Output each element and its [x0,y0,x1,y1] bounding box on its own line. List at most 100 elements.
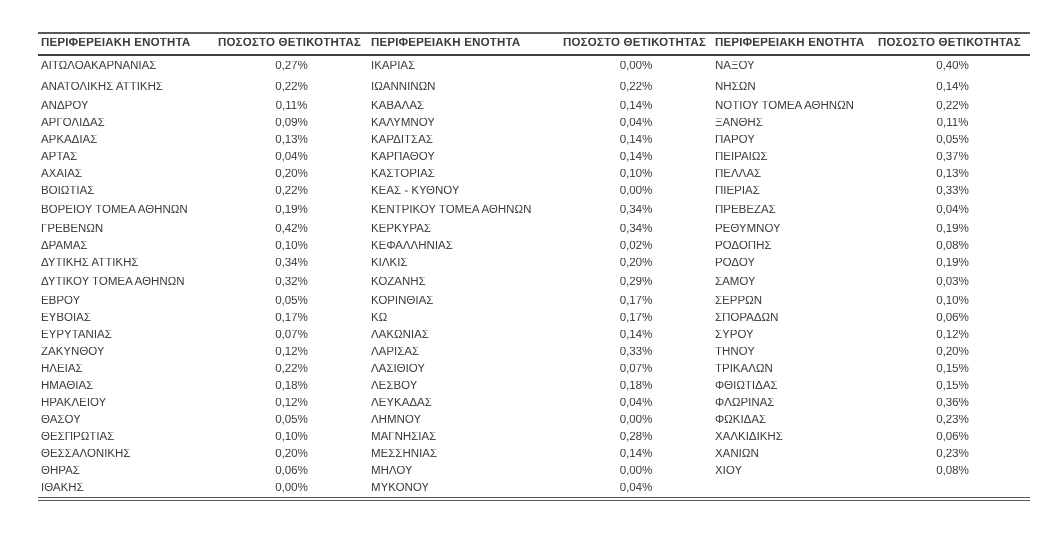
header-positivity-2: ΠΟΣΟΣΤΟ ΘΕΤΙΚΟΤΗΤΑΣ [563,38,707,50]
table-body: ΑΙΤΩΛΟΑΚΑΡΝΑΝΙΑΣ 0,27% ΙΚΑΡΙΑΣ 0,00% ΝΑΞΟΥ 0,… [38,56,1030,497]
region-name-cell: ΛΗΜΝΟΥ [371,414,422,426]
table-row: ΘΑΣΟΥ 0,05% ΛΗΜΝΟΥ 0,00% ΦΩΚΙΔΑΣ 0,23% [38,412,1030,429]
region-name-cell: ΞΑΝΘΗΣ [715,117,763,129]
region-name-cell: ΑΡΚΑΔΙΑΣ [41,134,98,146]
positivity-value-cell: 0,15% [936,380,969,392]
table-row: ΑΡΓΟΛΙΔΑΣ 0,09% ΚΑΛΥΜΝΟΥ 0,04% ΞΑΝΘΗΣ 0,11% [38,115,1030,132]
region-name-cell: ΦΩΚΙΔΑΣ [715,414,767,426]
positivity-value-cell: 0,07% [619,363,653,375]
region-name-cell: ΚΑΒΑΛΑΣ [371,100,425,112]
table-row: ΑΡΤΑΣ 0,04% ΚΑΡΠΑΘΟΥ 0,14% ΠΕΙΡΑΙΩΣ 0,37% [38,149,1030,166]
region-name-cell: ΣΥΡΟΥ [715,329,754,341]
table-row: ΕΒΡΟΥ 0,05% ΚΟΡΙΝΘΙΑΣ 0,17% ΣΕΡΡΩΝ 0,10% [38,293,1030,310]
region-name-cell: ΤΡΙΚΑΛΩΝ [715,363,773,375]
region-name-cell: ΜΑΓΝΗΣΙΑΣ [371,431,437,443]
positivity-value-cell: 0,00% [619,60,653,72]
region-name-cell: ΕΥΡΥΤΑΝΙΑΣ [41,329,112,341]
header-region-3: ΠΕΡΙΦΕΡΕΙΑΚΗ ΕΝΟΤΗΤΑ [715,38,865,50]
region-name-cell: ΝΑΞΟΥ [715,60,755,72]
positivity-value-cell: 0,29% [619,276,653,288]
region-name-cell: ΦΘΙΩΤΙΔΑΣ [715,380,778,392]
positivity-value-cell: 0,04% [275,151,308,163]
region-name-cell: ΗΜΑΘΙΑΣ [41,380,94,392]
region-name-cell: ΡΕΘΥΜΝΟΥ [715,223,781,235]
positivity-value-cell: 0,27% [275,60,308,72]
region-name-cell: ΠΑΡΟΥ [715,134,755,146]
region-name-cell: ΚΕΡΚΥΡΑΣ [371,223,431,235]
table-row: ΒΟΡΕΙΟΥ ΤΟΜΕΑ ΑΘΗΝΩΝ 0,19% ΚΕΝΤΡΙΚΟΥ ΤΟΜΕΑ… [38,200,1030,221]
region-name-cell: ΒΟΙΩΤΙΑΣ [41,185,95,197]
table-row: ΔΥΤΙΚΟΥ ΤΟΜΕΑ ΑΘΗΝΩΝ 0,32% ΚΟΖΑΝΗΣ 0,29% ΣΑΜ… [38,272,1030,293]
positivity-value-cell: 0,06% [936,431,969,443]
region-name-cell: ΚΟΖΑΝΗΣ [371,276,426,288]
positivity-value-cell: 0,03% [936,276,969,288]
positivity-value-cell: 0,00% [619,465,653,477]
region-name-cell: ΚΕΦΑΛΛΗΝΙΑΣ [371,240,453,252]
header-region-1: ΠΕΡΙΦΕΡΕΙΑΚΗ ΕΝΟΤΗΤΑ [41,38,191,50]
region-name-cell: ΜΗΛΟΥ [371,465,413,477]
positivity-value-cell: 0,19% [936,223,969,235]
table-row: ΑΝΑΤΟΛΙΚΗΣ ΑΤΤΙΚΗΣ 0,22% ΙΩΑΝΝΙΝΩΝ 0,22% ΝΗΣ… [38,77,1030,98]
region-name-cell: ΕΒΡΟΥ [41,295,81,307]
positivity-value-cell: 0,14% [619,100,653,112]
region-name-cell: ΡΟΔΟΠΗΣ [715,240,772,252]
region-name-cell: ΘΗΡΑΣ [41,465,80,477]
region-name-cell: ΛΑΣΙΘΙΟΥ [371,363,426,375]
positivity-value-cell: 0,12% [275,397,308,409]
table-row: ΗΡΑΚΛΕΙΟΥ 0,12% ΛΕΥΚΑΔΑΣ 0,04% ΦΛΩΡΙΝΑΣ 0,36% [38,395,1030,412]
region-name-cell: ΔΥΤΙΚΗΣ ΑΤΤΙΚΗΣ [41,257,139,269]
positivity-value-cell: 0,00% [619,185,653,197]
positivity-value-cell: 0,14% [619,134,653,146]
positivity-value-cell: 0,20% [936,346,969,358]
region-name-cell: ΛΑΚΩΝΙΑΣ [371,329,429,341]
positivity-value-cell: 0,14% [619,329,653,341]
table-row: ΕΥΡΥΤΑΝΙΑΣ 0,07% ΛΑΚΩΝΙΑΣ 0,14% ΣΥΡΟΥ 0,12% [38,327,1030,344]
region-name-cell: ΓΡΕΒΕΝΩΝ [41,223,104,235]
positivity-value-cell: 0,04% [619,117,653,129]
region-name-cell: ΘΑΣΟΥ [41,414,81,426]
positivity-value-cell: 0,23% [936,414,969,426]
region-name-cell: ΚΟΡΙΝΘΙΑΣ [371,295,434,307]
positivity-value-cell: 0,13% [275,134,308,146]
region-name-cell: ΚΑΛΥΜΝΟΥ [371,117,435,129]
region-name-cell: ΣΑΜΟΥ [715,276,756,288]
table-row: ΓΡΕΒΕΝΩΝ 0,42% ΚΕΡΚΥΡΑΣ 0,34% ΡΕΘΥΜΝΟΥ 0,19% [38,221,1030,238]
positivity-value-cell: 0,09% [275,117,308,129]
table-row: ΔΡΑΜΑΣ 0,10% ΚΕΦΑΛΛΗΝΙΑΣ 0,02% ΡΟΔΟΠΗΣ 0,08% [38,238,1030,255]
region-name-cell: ΙΩΑΝΝΙΝΩΝ [371,81,436,93]
positivity-value-cell: 0,22% [936,100,969,112]
region-name-cell: ΧΑΛΚΙΔΙΚΗΣ [715,431,783,443]
region-name-cell: ΒΟΡΕΙΟΥ ΤΟΜΕΑ ΑΘΗΝΩΝ [41,204,188,216]
region-name-cell: ΜΕΣΣΗΝΙΑΣ [371,448,438,460]
positivity-value-cell: 0,22% [275,81,308,93]
region-name-cell: ΑΡΤΑΣ [41,151,78,163]
positivity-value-cell: 0,04% [619,397,653,409]
table-bottom-border [38,497,1030,501]
table-row: ΑΝΔΡΟΥ 0,11% ΚΑΒΑΛΑΣ 0,14% ΝΟΤΙΟΥ ΤΟΜΕΑ ΑΘΗΝ… [38,98,1030,115]
region-name-cell: ΔΡΑΜΑΣ [41,240,88,252]
region-name-cell: ΠΕΙΡΑΙΩΣ [715,151,768,163]
region-name-cell: ΝΟΤΙΟΥ ΤΟΜΕΑ ΑΘΗΝΩΝ [715,100,854,112]
region-name-cell: ΑΝΔΡΟΥ [41,100,89,112]
region-name-cell: ΗΡΑΚΛΕΙΟΥ [41,397,107,409]
region-name-cell: ΛΕΥΚΑΔΑΣ [371,397,432,409]
table-row: ΒΟΙΩΤΙΑΣ 0,22% ΚΕΑΣ - ΚΥΘΝΟΥ 0,00% ΠΙΕΡΙΑΣ 0,… [38,183,1030,200]
region-name-cell: ΚΩ [371,312,388,324]
table-row: ΘΗΡΑΣ 0,06% ΜΗΛΟΥ 0,00% ΧΙΟΥ 0,08% [38,463,1030,480]
table-row: ΑΡΚΑΔΙΑΣ 0,13% ΚΑΡΔΙΤΣΑΣ 0,14% ΠΑΡΟΥ 0,05% [38,132,1030,149]
region-name-cell: ΔΥΤΙΚΟΥ ΤΟΜΕΑ ΑΘΗΝΩΝ [41,276,185,288]
positivity-value-cell: 0,05% [275,414,308,426]
region-name-cell: ΝΗΣΩΝ [715,81,756,93]
region-name-cell: ΚΕΝΤΡΙΚΟΥ ΤΟΜΕΑ ΑΘΗΝΩΝ [371,204,532,216]
region-name-cell: ΛΑΡΙΣΑΣ [371,346,420,358]
positivity-value-cell: 0,12% [275,346,308,358]
table-row: ΖΑΚΥΝΘΟΥ 0,12% ΛΑΡΙΣΑΣ 0,33% ΤΗΝΟΥ 0,20% [38,344,1030,361]
region-name-cell: ΑΧΑΪΑΣ [41,168,82,180]
positivity-value-cell: 0,28% [619,431,653,443]
positivity-value-cell: 0,06% [275,465,308,477]
region-name-cell: ΠΙΕΡΙΑΣ [715,185,760,197]
positivity-value-cell: 0,11% [936,117,969,129]
positivity-value-cell: 0,04% [936,204,969,216]
table-row: ΑΙΤΩΛΟΑΚΑΡΝΑΝΙΑΣ 0,27% ΙΚΑΡΙΑΣ 0,00% ΝΑΞΟΥ 0,… [38,56,1030,77]
positivity-value-cell: 0,20% [275,448,308,460]
